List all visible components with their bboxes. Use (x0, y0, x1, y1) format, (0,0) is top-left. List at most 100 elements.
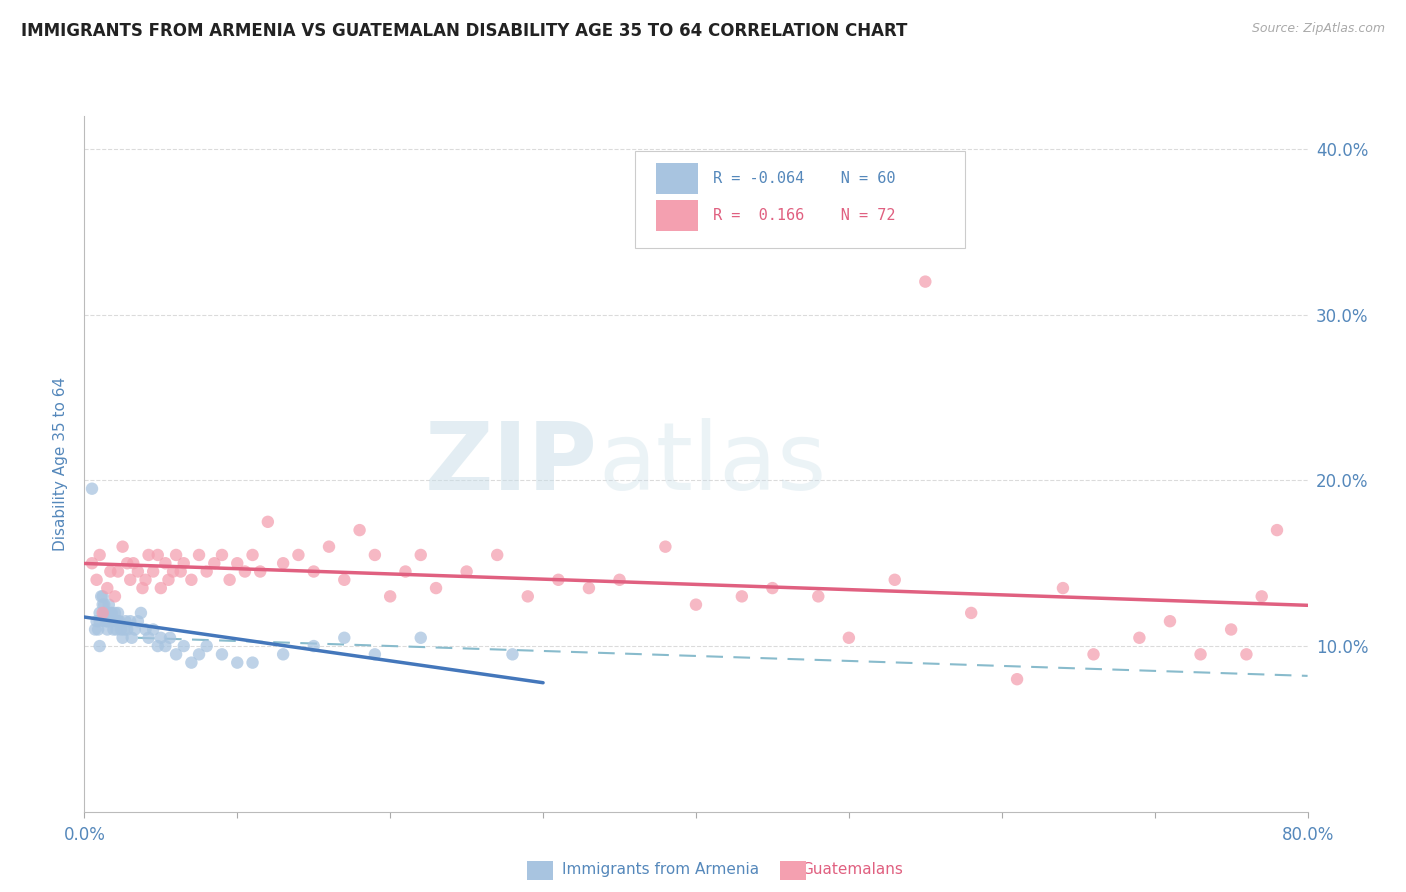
Point (685, 598, 707, 612)
Point (96, 623, 118, 637)
Point (1052, 581, 1074, 595)
Point (142, 565, 165, 579)
Point (838, 631, 860, 645)
Point (89, 606, 111, 620)
Point (91, 590, 114, 604)
Point (146, 639, 169, 653)
Point (115, 623, 138, 637)
Point (914, 275, 936, 289)
Point (257, 515, 280, 529)
Point (211, 648, 233, 662)
Text: Guatemalans: Guatemalans (801, 863, 903, 877)
Point (180, 656, 202, 670)
Point (188, 648, 211, 662)
Text: R = -0.064    N = 60: R = -0.064 N = 60 (713, 171, 896, 186)
Point (1083, 648, 1105, 662)
Point (211, 548, 233, 562)
Point (104, 590, 127, 604)
Text: Source: ZipAtlas.com: Source: ZipAtlas.com (1251, 22, 1385, 36)
Point (86, 614, 108, 628)
Text: ZIP: ZIP (425, 417, 598, 510)
Point (120, 614, 142, 628)
FancyBboxPatch shape (655, 163, 699, 194)
Point (761, 581, 783, 595)
Point (124, 623, 146, 637)
Point (94, 606, 117, 620)
Point (89, 614, 111, 628)
Point (155, 556, 177, 570)
Point (112, 623, 135, 637)
Point (129, 606, 152, 620)
Point (349, 523, 371, 537)
Point (1265, 523, 1288, 537)
Point (1250, 590, 1272, 604)
Point (131, 581, 153, 595)
Point (218, 573, 240, 587)
Point (101, 606, 124, 620)
Point (108, 614, 131, 628)
Point (960, 606, 983, 620)
Point (91, 606, 114, 620)
Point (380, 590, 402, 604)
Point (87, 623, 110, 637)
Point (1189, 648, 1212, 662)
Point (456, 565, 478, 579)
Point (93, 598, 115, 612)
Point (1159, 614, 1181, 628)
Point (271, 648, 294, 662)
Point (302, 639, 325, 653)
Point (104, 606, 127, 620)
Point (96, 581, 118, 595)
Point (486, 548, 509, 562)
Point (90, 590, 112, 604)
Point (1236, 648, 1258, 662)
Point (122, 556, 145, 570)
Point (142, 623, 165, 637)
Point (138, 631, 160, 645)
Text: IMMIGRANTS FROM ARMENIA VS GUATEMALAN DISABILITY AGE 35 TO 64 CORRELATION CHART: IMMIGRANTS FROM ARMENIA VS GUATEMALAN DI… (21, 22, 907, 40)
Point (97, 614, 120, 628)
Point (80, 482, 103, 496)
Point (159, 631, 181, 645)
Point (114, 614, 136, 628)
Point (233, 565, 256, 579)
Point (110, 623, 132, 637)
Point (170, 565, 193, 579)
Point (409, 631, 432, 645)
Point (883, 573, 905, 587)
Point (180, 573, 202, 587)
Point (107, 565, 129, 579)
Point (302, 565, 325, 579)
Point (104, 614, 127, 628)
Point (111, 540, 134, 554)
Point (135, 573, 157, 587)
Point (89, 639, 111, 653)
Point (364, 548, 387, 562)
Text: Immigrants from Armenia: Immigrants from Armenia (562, 863, 759, 877)
Point (121, 631, 143, 645)
Point (409, 548, 432, 562)
Point (93, 606, 115, 620)
Point (333, 631, 356, 645)
Y-axis label: Disability Age 35 to 64: Disability Age 35 to 64 (53, 376, 69, 551)
Point (89, 548, 111, 562)
Point (654, 540, 676, 554)
Text: atlas: atlas (598, 417, 827, 510)
Point (318, 540, 340, 554)
Point (96, 614, 118, 628)
Point (146, 548, 169, 562)
Point (97, 598, 120, 612)
Point (103, 623, 125, 637)
Point (807, 590, 830, 604)
Point (195, 639, 218, 653)
Point (547, 573, 569, 587)
Point (101, 614, 124, 628)
Point (91, 598, 114, 612)
Point (173, 639, 195, 653)
Point (249, 565, 271, 579)
Point (364, 648, 387, 662)
Point (107, 614, 129, 628)
Text: R =  0.166    N = 72: R = 0.166 N = 72 (713, 208, 896, 223)
Point (149, 631, 172, 645)
Point (1005, 672, 1028, 686)
